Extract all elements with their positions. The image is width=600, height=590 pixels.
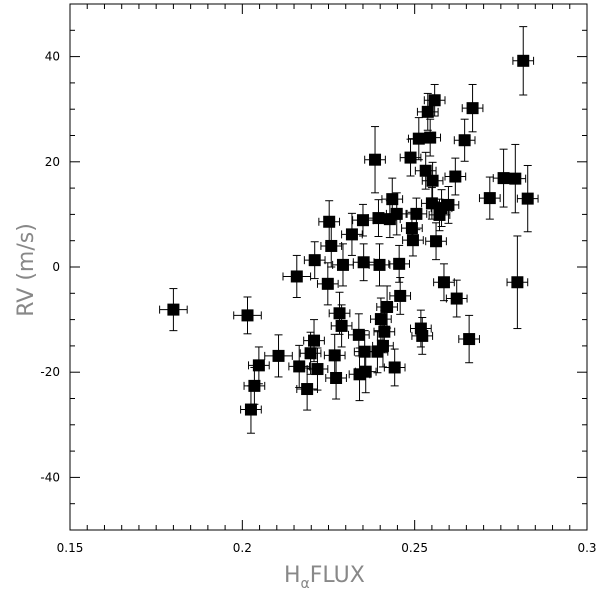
data-point bbox=[357, 256, 370, 269]
x-axis-title-subscript: α bbox=[301, 576, 310, 590]
data-point bbox=[352, 328, 365, 341]
data-point bbox=[345, 228, 358, 241]
data-point bbox=[449, 170, 462, 183]
y-tick-label: -20 bbox=[40, 365, 60, 379]
data-point bbox=[369, 153, 382, 166]
data-point bbox=[293, 360, 306, 373]
x-tick-label: 0.2 bbox=[233, 541, 252, 555]
data-point bbox=[358, 345, 371, 358]
data-point bbox=[424, 131, 437, 144]
data-point bbox=[511, 276, 524, 289]
data-markers bbox=[167, 54, 534, 416]
x-tick-label: 0.25 bbox=[401, 541, 428, 555]
y-tick-label: 40 bbox=[45, 50, 60, 64]
data-point bbox=[328, 349, 341, 362]
x-tick-labels: 0.15 0.2 0.25 0.3 bbox=[57, 541, 597, 555]
x-tick-label: 0.3 bbox=[577, 541, 596, 555]
data-point bbox=[437, 276, 450, 289]
data-point bbox=[374, 313, 387, 326]
data-point bbox=[333, 307, 346, 320]
data-point bbox=[252, 359, 265, 372]
data-point bbox=[421, 105, 434, 118]
data-point bbox=[330, 371, 343, 384]
data-point bbox=[410, 207, 423, 220]
data-point bbox=[248, 379, 261, 392]
data-point bbox=[323, 215, 336, 228]
data-point bbox=[376, 339, 389, 352]
y-axis-title: RV (m/s) bbox=[14, 223, 39, 317]
data-point bbox=[272, 349, 285, 362]
axis-ticks bbox=[69, 3, 588, 531]
error-bar bbox=[303, 241, 326, 280]
data-point bbox=[301, 383, 314, 396]
data-point bbox=[430, 235, 443, 248]
data-point bbox=[373, 258, 386, 271]
error-bar bbox=[264, 334, 293, 378]
data-point bbox=[463, 333, 476, 346]
data-point bbox=[372, 212, 385, 225]
data-point bbox=[304, 347, 317, 360]
x-axis-title-suffix: FLUX bbox=[310, 563, 365, 588]
data-point bbox=[412, 132, 425, 145]
data-point bbox=[404, 151, 417, 164]
y-tick-label: -40 bbox=[40, 470, 60, 484]
data-point bbox=[458, 134, 471, 147]
data-point bbox=[311, 363, 324, 376]
data-point bbox=[325, 239, 338, 252]
data-point bbox=[388, 361, 401, 374]
data-point bbox=[308, 254, 321, 267]
data-point bbox=[406, 234, 419, 247]
data-point bbox=[394, 289, 407, 302]
data-point bbox=[390, 207, 403, 220]
data-point bbox=[386, 193, 399, 206]
data-point bbox=[416, 329, 429, 342]
data-point bbox=[517, 54, 530, 67]
data-point bbox=[426, 174, 439, 187]
data-point bbox=[290, 270, 303, 283]
data-point bbox=[378, 325, 391, 338]
y-tick-label: 20 bbox=[45, 155, 60, 169]
y-tick-label: 0 bbox=[52, 260, 60, 274]
data-point bbox=[521, 192, 534, 205]
data-point bbox=[244, 403, 257, 416]
x-axis-title-main: H bbox=[284, 563, 301, 588]
x-tick-label: 0.15 bbox=[57, 541, 84, 555]
data-point bbox=[425, 197, 438, 210]
data-point bbox=[393, 257, 406, 270]
data-point bbox=[381, 300, 394, 313]
data-point bbox=[241, 309, 254, 322]
data-point bbox=[509, 172, 522, 185]
data-point bbox=[419, 164, 432, 177]
data-point bbox=[336, 258, 349, 271]
data-point bbox=[356, 214, 369, 227]
data-point bbox=[405, 222, 418, 235]
data-point bbox=[335, 319, 348, 332]
data-point bbox=[442, 198, 455, 211]
data-point bbox=[428, 94, 441, 107]
data-point bbox=[308, 334, 321, 347]
data-point bbox=[466, 102, 479, 115]
data-point bbox=[450, 292, 463, 305]
data-point bbox=[497, 172, 510, 185]
x-axis-title: HαFLUX bbox=[284, 563, 365, 590]
data-point bbox=[321, 277, 334, 290]
data-point bbox=[359, 365, 372, 378]
data-point bbox=[167, 303, 180, 316]
data-point bbox=[483, 192, 496, 205]
y-tick-labels: -40 -20 0 20 40 bbox=[40, 50, 60, 485]
